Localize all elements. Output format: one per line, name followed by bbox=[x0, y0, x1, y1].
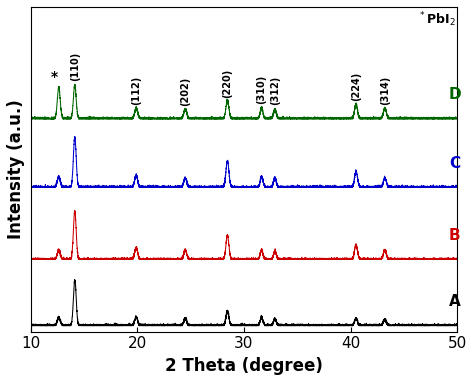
Text: (110): (110) bbox=[70, 52, 80, 81]
Text: *: * bbox=[51, 70, 58, 84]
Text: A: A bbox=[449, 294, 461, 309]
Text: (314): (314) bbox=[380, 76, 390, 105]
Text: (310): (310) bbox=[256, 75, 266, 104]
Text: (220): (220) bbox=[222, 69, 232, 98]
Text: B: B bbox=[449, 228, 461, 243]
Text: D: D bbox=[449, 87, 462, 102]
Text: (312): (312) bbox=[270, 76, 280, 105]
Text: (224): (224) bbox=[351, 71, 361, 101]
Y-axis label: Intensity (a.u.): Intensity (a.u.) bbox=[7, 99, 25, 239]
X-axis label: 2 Theta (degree): 2 Theta (degree) bbox=[165, 357, 323, 375]
Text: C: C bbox=[449, 156, 460, 171]
Text: (202): (202) bbox=[180, 77, 190, 106]
Text: (112): (112) bbox=[131, 76, 141, 105]
Text: $^*$PbI$_2$: $^*$PbI$_2$ bbox=[418, 11, 456, 29]
